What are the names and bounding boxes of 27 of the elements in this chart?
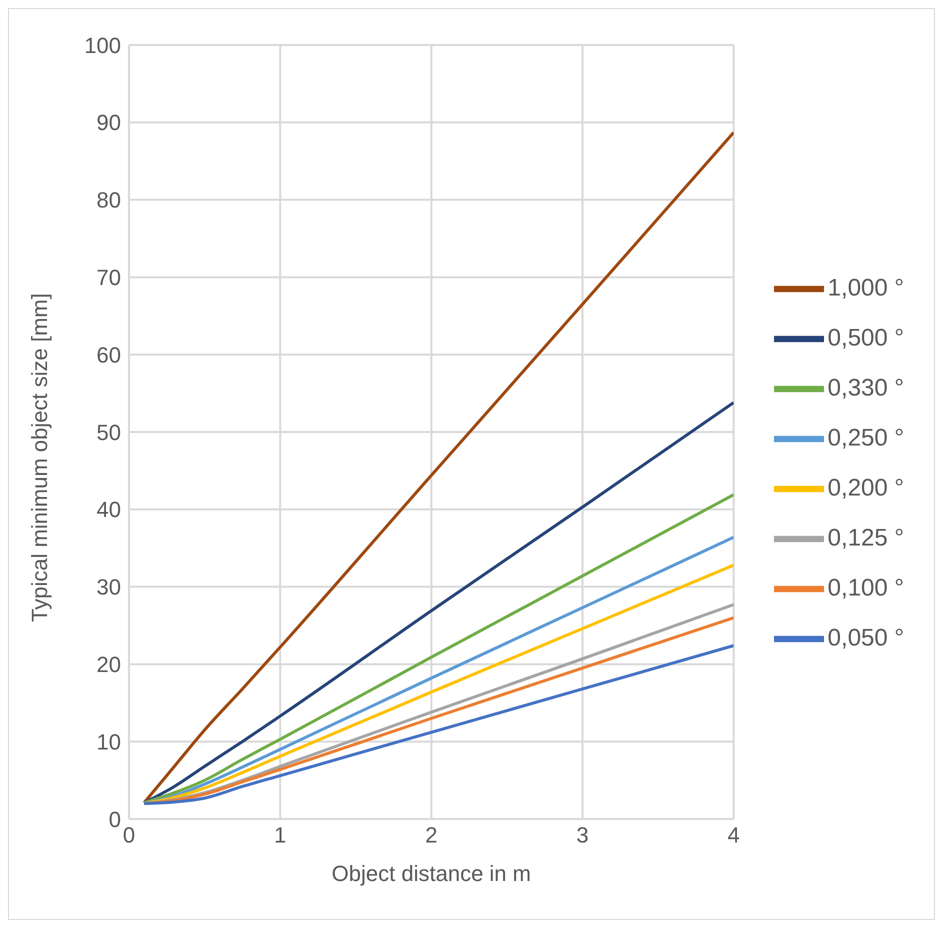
y-tick-label: 50 [96, 420, 121, 445]
legend-label: 0,200 ° [828, 474, 904, 502]
legend-label: 0,125 ° [828, 524, 904, 552]
legend-label: 0,250 ° [828, 424, 904, 452]
y-tick-label: 100 [84, 32, 121, 58]
y-tick-label: 0 [108, 806, 121, 832]
y-tick-label: 10 [96, 729, 121, 754]
legend-label: 0,330 ° [828, 374, 904, 402]
x-tick-label: 3 [576, 822, 589, 848]
y-axis-title: Typical minimum object size [mm] [26, 293, 52, 622]
legend-label: 0,050 ° [828, 624, 904, 652]
line-series [142, 130, 734, 804]
legend-label: 1,000 ° [828, 274, 904, 302]
y-tick-label: 90 [96, 110, 121, 136]
y-tick-label: 60 [96, 342, 121, 368]
legend-label: 0,100 ° [828, 574, 904, 602]
y-tick-label: 70 [96, 265, 121, 290]
line-series [142, 401, 734, 804]
x-tick-label: 2 [425, 822, 438, 848]
legend-label: 0,500 ° [828, 324, 904, 352]
x-axis-title: Object distance in m [332, 861, 531, 886]
x-tick-label: 4 [728, 822, 740, 848]
y-tick-label: 20 [96, 652, 121, 678]
y-tick-label: 80 [96, 188, 121, 213]
y-tick-label: 40 [96, 497, 121, 522]
y-tick-label: 30 [96, 574, 121, 600]
x-tick-label: 1 [274, 822, 286, 848]
